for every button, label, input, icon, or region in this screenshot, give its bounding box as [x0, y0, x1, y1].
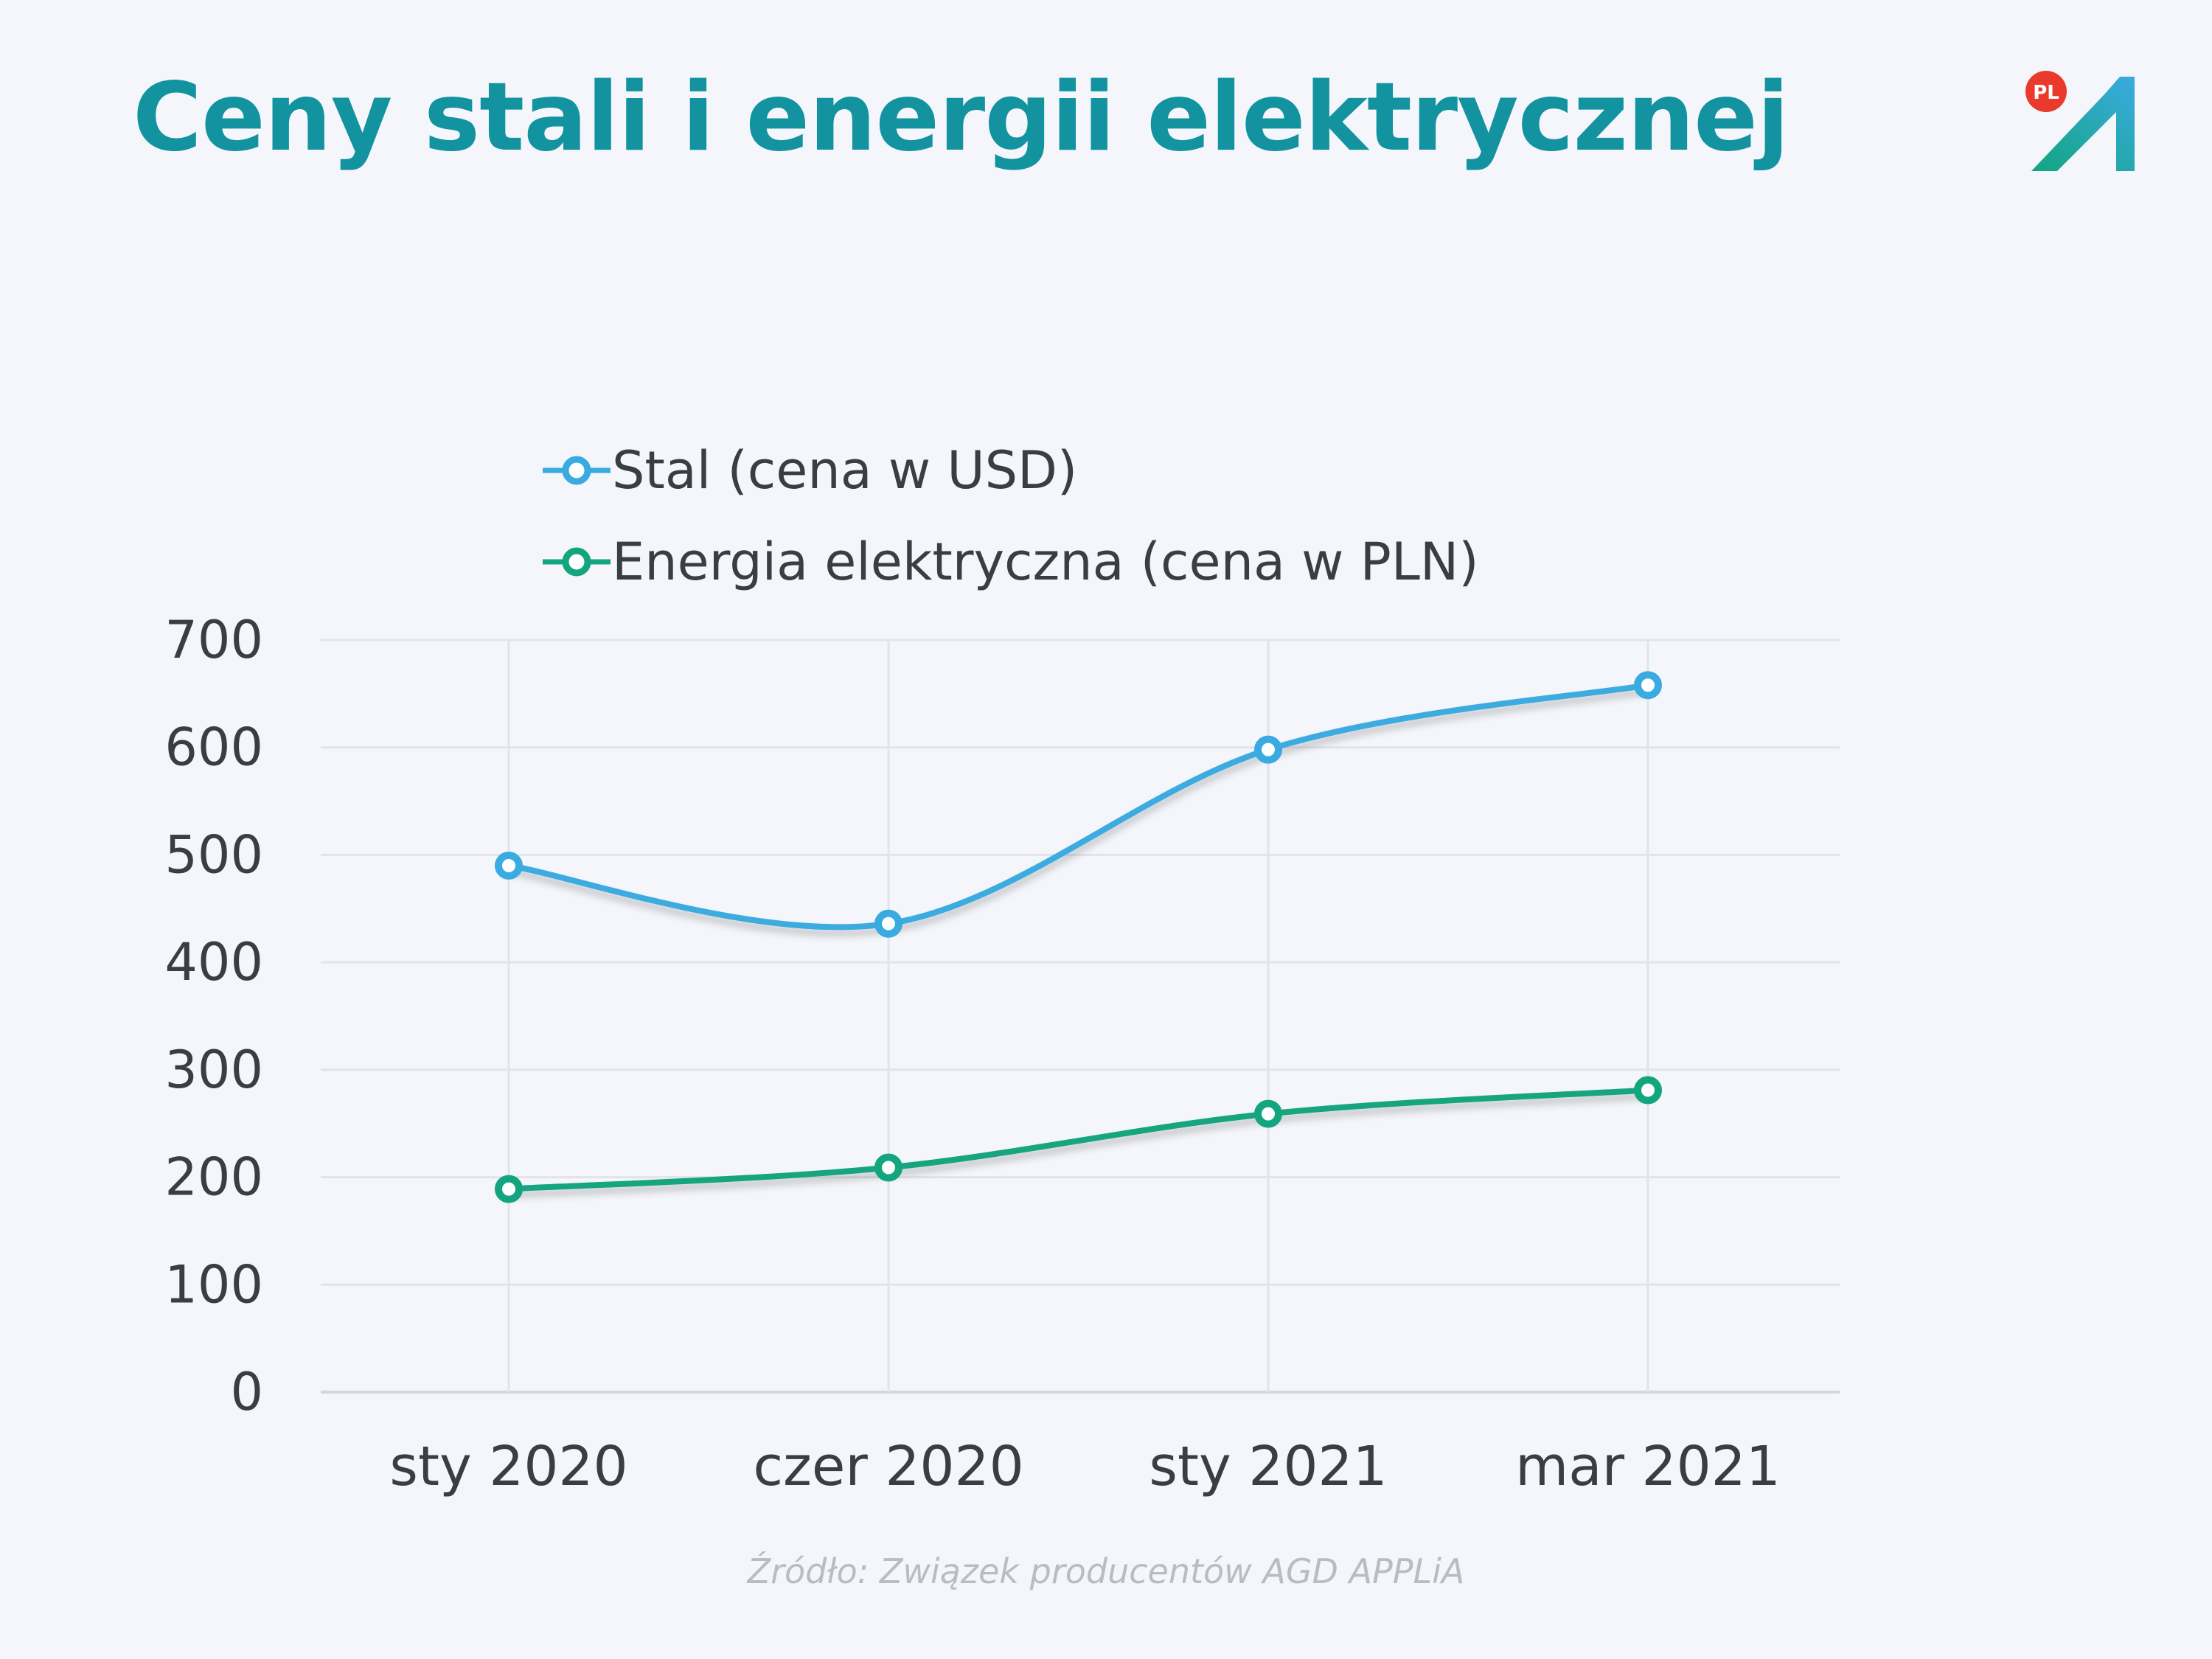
legend-item-steel: Stal (cena w USD)	[541, 425, 1479, 516]
applia-logo-icon: PL	[2025, 71, 2135, 171]
x-tick-label: sty 2021	[1149, 1435, 1387, 1498]
series-line-steel	[506, 682, 1651, 931]
y-tick-label: 0	[230, 1362, 263, 1422]
legend-item-energy: Energia elektryczna (cena w PLN)	[541, 516, 1479, 608]
source-note: Źródło: Związek producentów AGD APPLiA	[747, 1551, 1465, 1591]
series-points	[495, 671, 1662, 1203]
y-tick-label: 200	[164, 1147, 263, 1208]
data-point-steel	[1254, 735, 1282, 764]
x-tick-label: czer 2020	[753, 1435, 1023, 1498]
y-axis-ticks: 0 100 200 300 400 500 600 700	[164, 610, 263, 1422]
page-title: Ceny stali i energii elektrycznej	[133, 63, 1790, 173]
legend-label-energy: Energia elektryczna (cena w PLN)	[612, 532, 1479, 592]
series-line-energy	[506, 1087, 1651, 1192]
y-tick-label: 100	[164, 1254, 263, 1315]
legend-steel-marker-icon	[543, 456, 611, 485]
logo-badge	[2025, 71, 2067, 112]
x-tick-label: mar 2021	[1515, 1435, 1781, 1498]
logo-badge-text: PL	[2033, 82, 2059, 104]
y-tick-label: 300	[164, 1040, 263, 1100]
y-tick-label: 500	[164, 824, 263, 885]
data-point-energy	[495, 1175, 523, 1203]
y-tick-label: 600	[164, 717, 263, 778]
data-point-steel	[1634, 671, 1662, 700]
data-point-energy	[1634, 1076, 1662, 1105]
y-tick-label: 400	[164, 932, 263, 992]
x-tick-label: sty 2020	[389, 1435, 627, 1498]
legend-label-steel: Stal (cena w USD)	[612, 440, 1078, 501]
chart-legend: Stal (cena w USD) Energia elektryczna (c…	[541, 425, 1479, 608]
y-tick-label: 700	[164, 610, 263, 670]
grid-lines	[321, 639, 1840, 1394]
x-axis-ticks: sty 2020 czer 2020 sty 2021 mar 2021	[389, 1435, 1780, 1498]
data-point-steel	[874, 909, 902, 938]
data-point-energy	[874, 1153, 902, 1182]
legend-energy-marker-icon	[543, 547, 611, 577]
data-point-energy	[1254, 1099, 1282, 1128]
data-point-steel	[495, 852, 523, 880]
series-lines	[506, 682, 1651, 1192]
